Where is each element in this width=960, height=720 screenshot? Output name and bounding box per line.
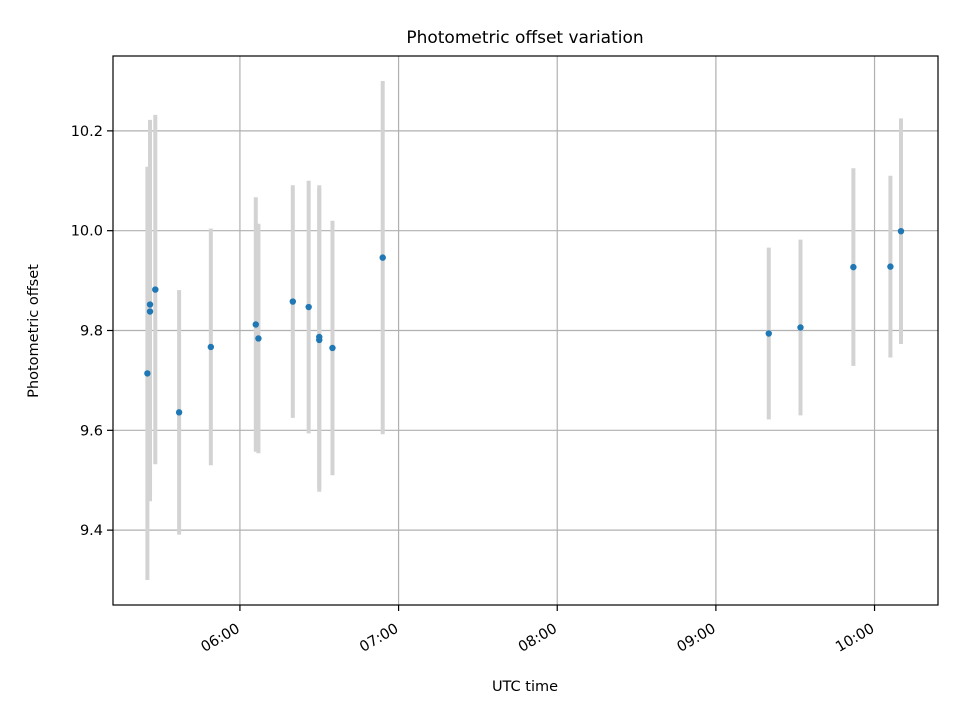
- y-tick-label: 10.0: [71, 224, 103, 240]
- data-point: [152, 286, 159, 293]
- x-axis-label: UTC time: [492, 679, 558, 695]
- data-point: [207, 343, 215, 351]
- chart-title: Photometric offset variation: [406, 28, 643, 48]
- data-point: [175, 409, 183, 416]
- data-point: [252, 321, 259, 328]
- data-point: [146, 308, 154, 315]
- data-point: [379, 254, 386, 261]
- data-point: [850, 263, 857, 271]
- y-tick-label: 9.8: [80, 324, 103, 340]
- data-point: [329, 344, 336, 352]
- y-axis-ticks: 9.4 9.6 9.8 10.0 10.2: [71, 124, 113, 539]
- data-point: [897, 227, 905, 235]
- y-axis-label: Photometric offset: [26, 264, 42, 398]
- y-tick-label: 10.2: [71, 124, 103, 140]
- data-point: [797, 324, 804, 331]
- data-point: [305, 303, 312, 311]
- data-point: [146, 301, 154, 308]
- y-tick-label: 9.4: [80, 523, 103, 539]
- y-tick-label: 9.6: [80, 423, 103, 439]
- data-points: [144, 227, 905, 416]
- data-point: [255, 335, 262, 342]
- data-point: [144, 370, 151, 377]
- data-point: [289, 298, 297, 305]
- data-point: [765, 330, 772, 337]
- grid-lines: [113, 56, 938, 605]
- data-point: [887, 263, 894, 270]
- data-point: [316, 333, 323, 341]
